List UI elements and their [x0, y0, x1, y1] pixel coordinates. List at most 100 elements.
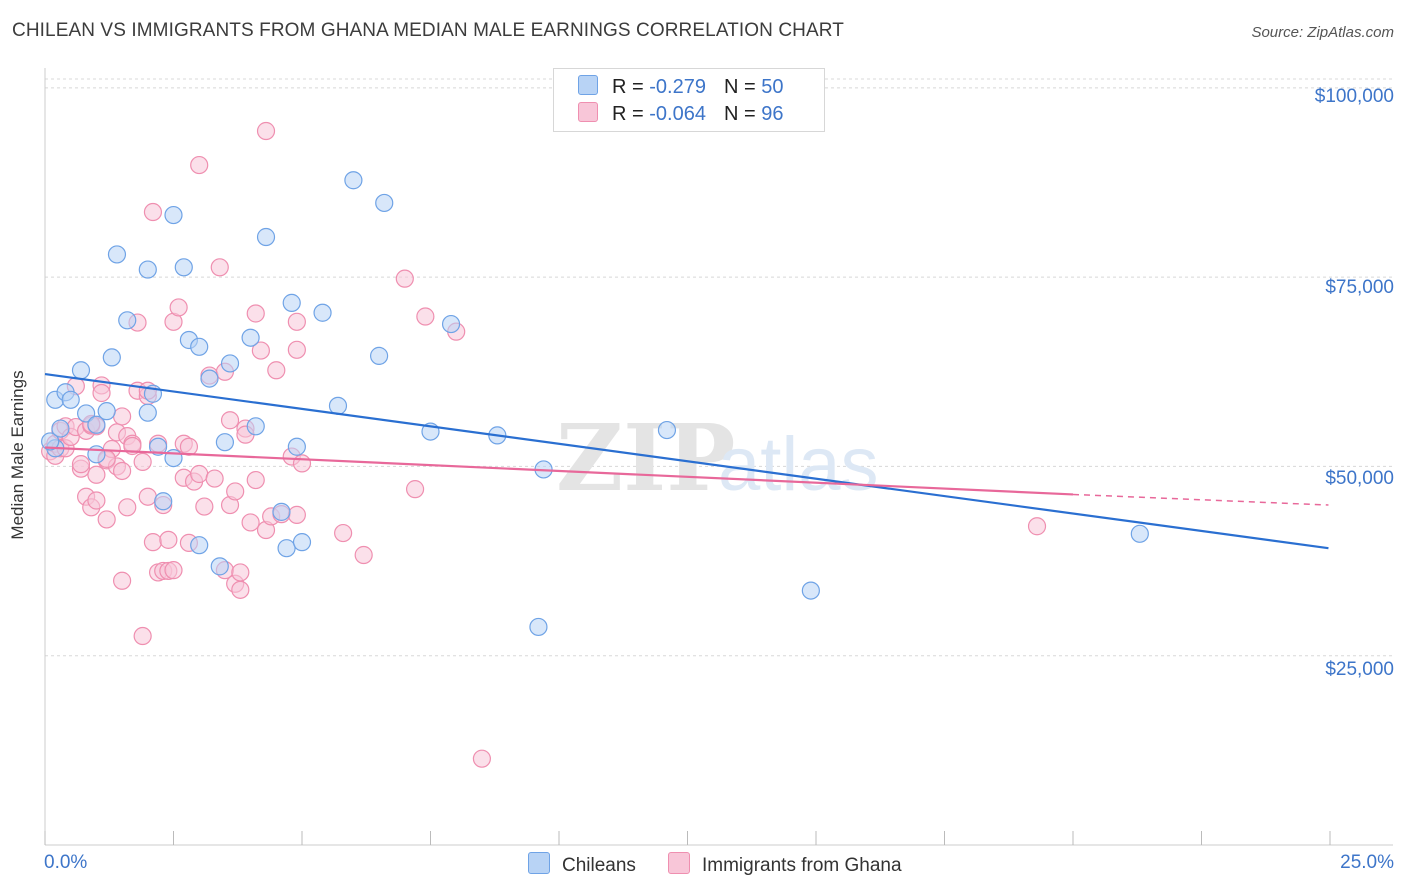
legend-swatch-blue	[578, 75, 598, 95]
data-point	[246, 304, 265, 323]
data-point	[416, 307, 435, 326]
data-point	[292, 533, 312, 552]
data-point	[112, 571, 132, 590]
data-point	[370, 346, 389, 365]
data-point	[287, 505, 306, 524]
legend-item-chileans[interactable]: Chileans	[528, 852, 636, 877]
data-point	[71, 455, 91, 474]
data-point	[287, 312, 306, 331]
data-point	[169, 298, 188, 317]
legend-label: Immigrants from Ghana	[702, 855, 902, 876]
data-point	[112, 407, 132, 426]
data-point	[190, 464, 209, 484]
source-label: Source: ZipAtlas.com	[1251, 24, 1394, 41]
data-point	[154, 492, 173, 511]
y-tick-label: $100,000	[1314, 86, 1394, 107]
data-point	[97, 510, 116, 529]
data-point	[143, 202, 163, 222]
data-point	[241, 513, 260, 532]
data-point	[405, 480, 425, 499]
trend-line-ghana	[44, 446, 1074, 496]
data-point	[292, 454, 312, 473]
data-point	[220, 411, 240, 430]
data-point	[87, 415, 106, 434]
data-point	[190, 536, 209, 555]
data-point	[77, 404, 96, 423]
data-point	[190, 337, 209, 356]
data-point	[200, 369, 219, 388]
data-point	[107, 245, 127, 264]
data-point	[272, 502, 291, 521]
data-point	[210, 258, 229, 277]
y-tick-label: $50,000	[1325, 468, 1394, 489]
data-point	[87, 445, 106, 464]
legend-row-ghana: R = -0.064 N = 96	[578, 102, 783, 126]
data-point	[354, 545, 373, 565]
legend-n-label: N =	[723, 103, 762, 125]
data-point	[112, 461, 132, 481]
legend-item-ghana[interactable]: Immigrants from Ghana	[668, 852, 902, 877]
data-point	[51, 419, 70, 438]
data-point	[164, 561, 183, 580]
data-point	[92, 383, 111, 403]
data-point	[138, 487, 157, 506]
y-axis-label: Median Male Earnings	[8, 370, 27, 540]
x-tick-label: 0.0%	[44, 852, 88, 873]
data-point	[231, 580, 250, 599]
legend-swatch-blue	[528, 852, 550, 874]
data-point	[133, 626, 152, 646]
data-point	[657, 420, 677, 440]
series-immigrants-from-ghana	[41, 121, 1047, 768]
data-point	[241, 328, 260, 347]
data-point	[375, 193, 394, 213]
data-point	[277, 539, 296, 558]
data-point	[246, 417, 265, 436]
data-point	[71, 361, 91, 380]
data-point	[1130, 524, 1149, 543]
trend-lines	[44, 372, 1329, 550]
legend-r-value: -0.279	[649, 76, 706, 98]
data-point	[143, 533, 163, 552]
y-tick-label: $25,000	[1325, 659, 1394, 680]
legend-n-value: 50	[761, 76, 784, 98]
data-point	[138, 260, 157, 279]
legend-swatch-pink	[668, 852, 690, 874]
legend-r-label: R =	[612, 76, 650, 98]
data-point	[472, 749, 491, 768]
data-point	[267, 361, 286, 380]
legend-n-label: N =	[723, 76, 762, 98]
data-point	[251, 341, 270, 360]
legend-n-value: 96	[761, 103, 784, 125]
data-point	[87, 491, 106, 510]
data-point	[102, 348, 121, 367]
data-point	[61, 390, 80, 409]
data-point	[87, 465, 106, 484]
data-point	[328, 396, 348, 415]
chart-title: CHILEAN VS IMMIGRANTS FROM GHANA MEDIAN …	[12, 20, 844, 41]
data-point	[159, 530, 178, 549]
legend-label: Chileans	[562, 855, 636, 876]
data-point	[226, 482, 245, 501]
data-point	[1027, 517, 1047, 536]
data-point	[282, 293, 301, 312]
data-point	[231, 563, 250, 582]
data-point	[334, 523, 353, 543]
legend-r-value: -0.064	[649, 103, 706, 125]
series-chileans	[41, 171, 1149, 637]
data-point	[97, 402, 116, 421]
correlation-legend: R = -0.279 N = 50 R = -0.064 N = 96	[553, 68, 825, 132]
y-tick-label: $75,000	[1325, 277, 1394, 298]
legend-r-label: R =	[612, 103, 650, 125]
watermark-zip: ZIP	[556, 404, 735, 512]
x-tick-label: 25.0%	[1340, 852, 1394, 873]
data-point	[190, 155, 209, 175]
data-point	[441, 314, 461, 334]
data-point	[215, 433, 234, 452]
data-point	[118, 311, 137, 330]
data-point	[133, 452, 152, 471]
legend-row-chileans: R = -0.279 N = 50	[578, 75, 783, 99]
data-point	[118, 498, 137, 517]
trend-line-ghana-extension	[1072, 493, 1329, 506]
watermark-atlas: atlas	[718, 422, 879, 507]
